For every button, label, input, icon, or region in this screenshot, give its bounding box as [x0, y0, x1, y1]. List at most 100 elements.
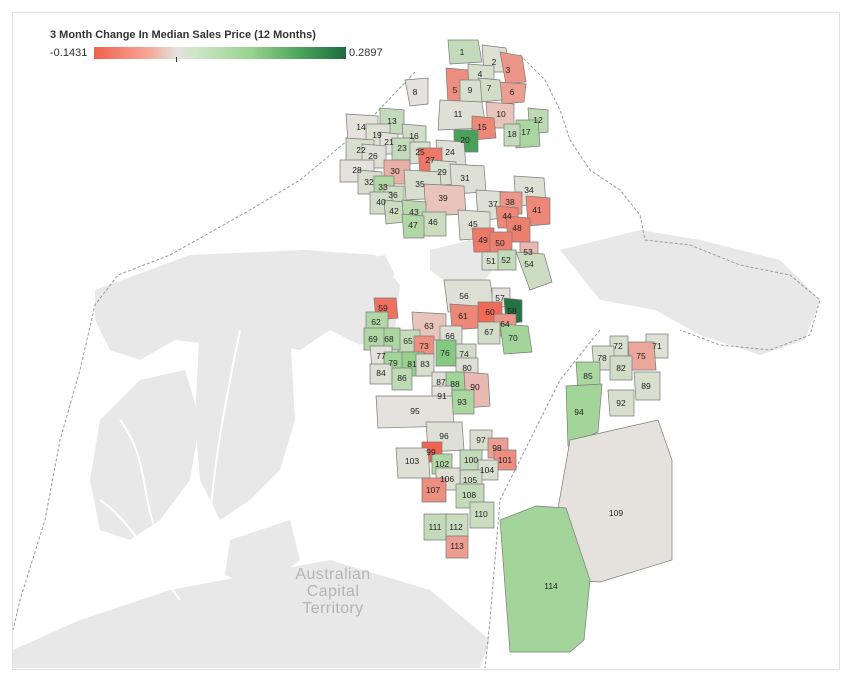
suburb-label-77: 77 — [376, 351, 386, 361]
suburb-52[interactable] — [497, 249, 517, 271]
suburb-label-89: 89 — [641, 381, 651, 391]
suburb-label-92: 92 — [616, 398, 626, 408]
suburb-89[interactable] — [633, 371, 661, 401]
suburb-label-99: 99 — [426, 447, 436, 457]
suburb-label-78: 78 — [597, 353, 607, 363]
suburb-label-37: 37 — [488, 199, 498, 209]
suburb-70[interactable] — [499, 323, 533, 355]
suburb-label-12: 12 — [533, 115, 543, 125]
suburb-label-68: 68 — [384, 334, 394, 344]
suburb-label-28: 28 — [352, 165, 362, 175]
suburb-label-40: 40 — [376, 197, 386, 207]
suburb-86[interactable] — [391, 367, 413, 391]
suburb-label-38: 38 — [505, 197, 515, 207]
suburb-label-79: 79 — [388, 358, 398, 368]
suburb-label-80: 80 — [462, 363, 472, 373]
suburb-label-66: 66 — [445, 331, 455, 341]
suburb-label-22: 22 — [356, 145, 366, 155]
suburb-18[interactable] — [503, 123, 521, 147]
suburb-label-64: 64 — [500, 319, 510, 329]
suburb-67[interactable] — [477, 321, 501, 345]
suburb-label-13: 13 — [387, 116, 397, 126]
suburb-label-95: 95 — [410, 406, 420, 416]
suburb-label-113: 113 — [450, 541, 464, 551]
suburb-label-60: 60 — [485, 307, 495, 317]
suburb-label-23: 23 — [397, 143, 407, 153]
waterways — [99, 329, 311, 601]
suburb-41[interactable] — [525, 195, 551, 227]
suburb-label-70: 70 — [508, 333, 518, 343]
suburb-label-25: 25 — [415, 147, 425, 157]
suburb-polygons — [339, 39, 673, 653]
suburb-label-101: 101 — [498, 455, 512, 465]
suburb-label-87: 87 — [436, 377, 446, 387]
suburb-label-84: 84 — [376, 368, 386, 378]
suburb-label-58: 58 — [507, 306, 517, 316]
suburb-label-26: 26 — [368, 151, 378, 161]
suburb-label-69: 69 — [368, 334, 378, 344]
suburb-label-105: 105 — [463, 475, 477, 485]
suburb-54[interactable] — [515, 251, 553, 291]
suburb-label-21: 21 — [384, 137, 394, 147]
legend-min-value: -0.1431 — [50, 47, 88, 59]
suburb-label-36: 36 — [388, 190, 398, 200]
region-label: Australian Capital Territory — [260, 566, 406, 617]
suburb-label-82: 82 — [616, 363, 626, 373]
suburb-label-31: 31 — [460, 173, 470, 183]
suburb-label-35: 35 — [415, 179, 425, 189]
suburb-label-88: 88 — [450, 379, 460, 389]
suburb-label-104: 104 — [480, 465, 494, 475]
suburb-47[interactable] — [401, 213, 425, 239]
suburb-label-9: 9 — [468, 85, 473, 95]
suburb-label-91: 91 — [437, 391, 447, 401]
suburb-label-27: 27 — [425, 155, 435, 165]
suburb-82[interactable] — [609, 355, 633, 381]
suburb-label-90: 90 — [470, 382, 480, 392]
suburb-107[interactable] — [421, 477, 447, 503]
suburb-94[interactable] — [565, 383, 603, 447]
suburb-label-34: 34 — [524, 185, 534, 195]
suburb-110[interactable] — [469, 501, 495, 529]
suburb-label-107: 107 — [426, 485, 440, 495]
suburb-3[interactable] — [499, 51, 527, 85]
suburb-92[interactable] — [607, 389, 635, 417]
suburb-label-10: 10 — [496, 109, 506, 119]
legend-color-scale[interactable] — [94, 47, 346, 59]
territory-border — [12, 54, 821, 669]
legend-title: 3 Month Change In Median Sales Price (12… — [50, 29, 316, 41]
suburb-label-110: 110 — [474, 509, 488, 519]
suburb-label-41: 41 — [532, 205, 542, 215]
suburb-label-18: 18 — [507, 129, 517, 139]
suburb-label-76: 76 — [440, 348, 450, 358]
suburb-label-96: 96 — [439, 431, 449, 441]
suburb-label-94: 94 — [574, 407, 584, 417]
suburb-8[interactable] — [404, 77, 429, 107]
suburb-label-83: 83 — [420, 359, 430, 369]
suburb-label-50: 50 — [495, 238, 505, 248]
suburb-label-111: 111 — [429, 522, 442, 532]
suburb-label-85: 85 — [583, 371, 593, 381]
suburb-1[interactable] — [447, 39, 483, 65]
suburb-label-93: 93 — [457, 397, 467, 407]
suburb-label-24: 24 — [445, 147, 455, 157]
suburb-113[interactable] — [445, 535, 469, 559]
suburb-label-71: 71 — [652, 341, 662, 351]
suburb-label-109: 109 — [609, 508, 623, 518]
suburb-label-51: 51 — [486, 256, 496, 266]
suburb-label-106: 106 — [440, 474, 454, 484]
suburb-label-33: 33 — [378, 182, 388, 192]
suburb-label-53: 53 — [523, 247, 533, 257]
suburb-label-59: 59 — [378, 303, 388, 313]
suburb-114[interactable] — [499, 505, 591, 653]
suburb-label-47: 47 — [408, 220, 418, 230]
suburb-label-73: 73 — [419, 341, 429, 351]
suburb-label-72: 72 — [613, 341, 623, 351]
suburb-label-2: 2 — [492, 57, 497, 67]
suburb-label-52: 52 — [501, 255, 511, 265]
suburb-label-108: 108 — [462, 490, 476, 500]
suburb-label-32: 32 — [364, 177, 374, 187]
suburb-label-5: 5 — [453, 85, 458, 95]
suburb-label-30: 30 — [390, 166, 400, 176]
